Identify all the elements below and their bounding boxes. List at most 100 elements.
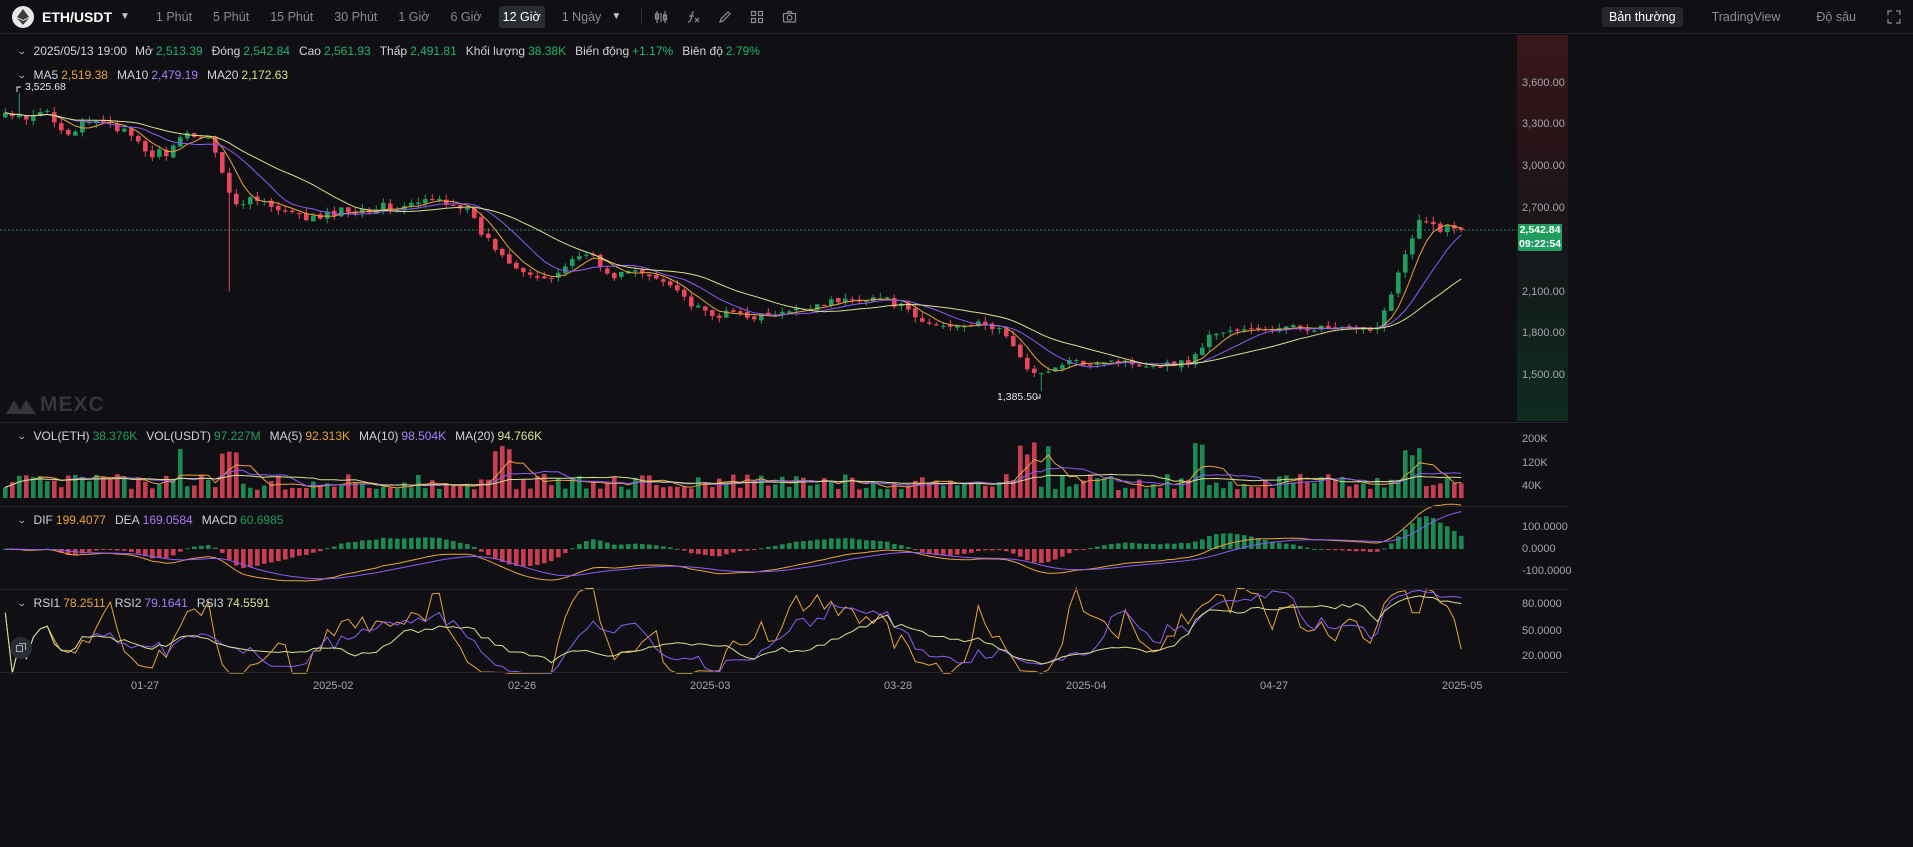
volume-bar <box>808 485 813 498</box>
macd-histogram-bar <box>1452 531 1457 549</box>
collapse-chevron-icon[interactable]: ⌄ <box>16 514 27 525</box>
macd-histogram-bar <box>682 549 687 551</box>
price-axis-label: 2,100.00 <box>1522 286 1565 298</box>
time-axis-label: 2025-03 <box>690 680 731 692</box>
tab-basic[interactable]: Bản thường <box>1601 7 1683 27</box>
candle-body <box>220 152 225 173</box>
open-label: Mở <box>134 44 153 58</box>
volume-bar <box>1445 477 1450 498</box>
candle-body <box>143 141 148 152</box>
interval-5m[interactable]: 5 Phút <box>213 9 250 24</box>
macd-histogram-bar <box>1382 548 1387 550</box>
volume-bar <box>402 482 407 498</box>
macd-histogram-bar <box>1263 539 1268 549</box>
vol-ma20-value: 94.766K <box>497 429 543 443</box>
symbol-selector[interactable]: ETH/USDT ▼ <box>12 0 152 34</box>
volume-bar <box>920 477 925 498</box>
interval-12h[interactable]: 12 Giờ <box>498 5 545 28</box>
candle-body <box>479 217 484 235</box>
candle-body <box>290 210 295 213</box>
volume-bar <box>3 487 8 498</box>
price-axis-label: 3,600.00 <box>1522 77 1565 89</box>
interval-1m[interactable]: 1 Phút <box>155 9 193 24</box>
volume-bar <box>1382 487 1387 498</box>
candle-body <box>689 296 694 307</box>
interval-1h[interactable]: 1 Giờ <box>398 9 430 24</box>
volume-bar <box>1263 480 1268 498</box>
low-marker-label: 1,385.50 <box>997 391 1038 403</box>
rsi-axis-label: 20.0000 <box>1522 650 1562 662</box>
volume-bar <box>1046 446 1051 498</box>
macd-histogram-bar <box>1284 543 1289 549</box>
tab-tradingview[interactable]: TradingView <box>1711 10 1781 24</box>
candle-body <box>577 256 582 260</box>
volume-bar <box>1053 488 1058 498</box>
macd-histogram-bar <box>402 538 407 549</box>
candle-body <box>1004 328 1009 337</box>
volume-bar <box>1389 479 1394 498</box>
macd-histogram-bar <box>857 539 862 549</box>
collapse-chevron-icon[interactable]: ⌄ <box>16 430 27 441</box>
layout-icon[interactable] <box>748 8 766 26</box>
macd-value: 60.6985 <box>240 513 284 527</box>
macd-histogram-bar <box>262 549 267 564</box>
collapse-chevron-icon[interactable]: ⌄ <box>16 45 27 56</box>
candlestick-chart[interactable] <box>0 0 1517 680</box>
candle-body <box>465 208 470 210</box>
macd-histogram-bar <box>759 548 764 550</box>
volume-bar <box>1151 484 1156 498</box>
interval-30m[interactable]: 30 Phút <box>334 9 378 24</box>
tab-depth[interactable]: Độ sâu <box>1816 10 1856 24</box>
volume-bar <box>934 480 939 498</box>
candle-body <box>206 137 211 139</box>
high-marker-arrow <box>16 86 21 92</box>
macd-histogram-bar <box>283 549 288 560</box>
macd-histogram-bar <box>892 543 897 549</box>
macd-histogram-bar <box>542 549 547 564</box>
reset-view-icon[interactable] <box>10 637 32 659</box>
pencil-icon[interactable] <box>716 8 734 26</box>
candle-body <box>1116 360 1121 363</box>
macd-histogram-bar <box>1305 547 1310 549</box>
interval-15m[interactable]: 15 Phút <box>270 9 314 24</box>
volume-bar <box>101 476 106 498</box>
macd-histogram-bar <box>1438 522 1443 549</box>
macd-histogram-bar <box>339 543 344 549</box>
last-price-tag: 2,542.84 <box>1518 224 1562 237</box>
macd-histogram-bar <box>353 541 358 549</box>
macd-histogram-bar <box>1095 546 1100 549</box>
volume-bar <box>171 479 176 498</box>
volume-bar <box>1193 443 1198 498</box>
collapse-chevron-icon[interactable]: ⌄ <box>16 597 27 608</box>
volume-bar <box>1130 488 1135 498</box>
macd-legend: ⌄ DIF 199.4077 DEA 169.0584 MACD 60.6985 <box>16 513 292 527</box>
macd-histogram-bar <box>1291 544 1296 549</box>
volume-bar <box>311 481 316 498</box>
candle-body <box>1403 254 1408 273</box>
volume-bar <box>1256 487 1261 498</box>
candle-body <box>353 211 358 215</box>
interval-more-chevron-icon[interactable]: ▼ <box>611 11 622 22</box>
macd-histogram-bar <box>899 545 904 549</box>
function-icon[interactable] <box>684 8 702 26</box>
candle-body <box>360 209 365 214</box>
interval-6h[interactable]: 6 Giờ <box>450 9 482 24</box>
time-axis-label: 2025-02 <box>313 680 354 692</box>
camera-icon[interactable] <box>780 8 798 26</box>
macd-histogram-bar <box>794 541 799 549</box>
volume-bar <box>1298 474 1303 498</box>
candle-body <box>1074 360 1079 362</box>
interval-1d[interactable]: 1 Ngày <box>561 9 602 24</box>
candle-body <box>1235 329 1240 331</box>
collapse-chevron-icon[interactable]: ⌄ <box>16 69 27 80</box>
volume-bar <box>976 481 981 498</box>
volume-bar <box>486 479 491 498</box>
fullscreen-icon[interactable] <box>1885 8 1903 26</box>
indicator-icon[interactable] <box>652 8 670 26</box>
candle-body <box>178 137 183 147</box>
volume-bar <box>38 475 43 498</box>
candle-body <box>31 115 36 121</box>
high-value: 2,561.93 <box>323 44 371 58</box>
candle-body <box>794 308 799 311</box>
chevron-down-icon[interactable]: ▼ <box>120 11 130 22</box>
